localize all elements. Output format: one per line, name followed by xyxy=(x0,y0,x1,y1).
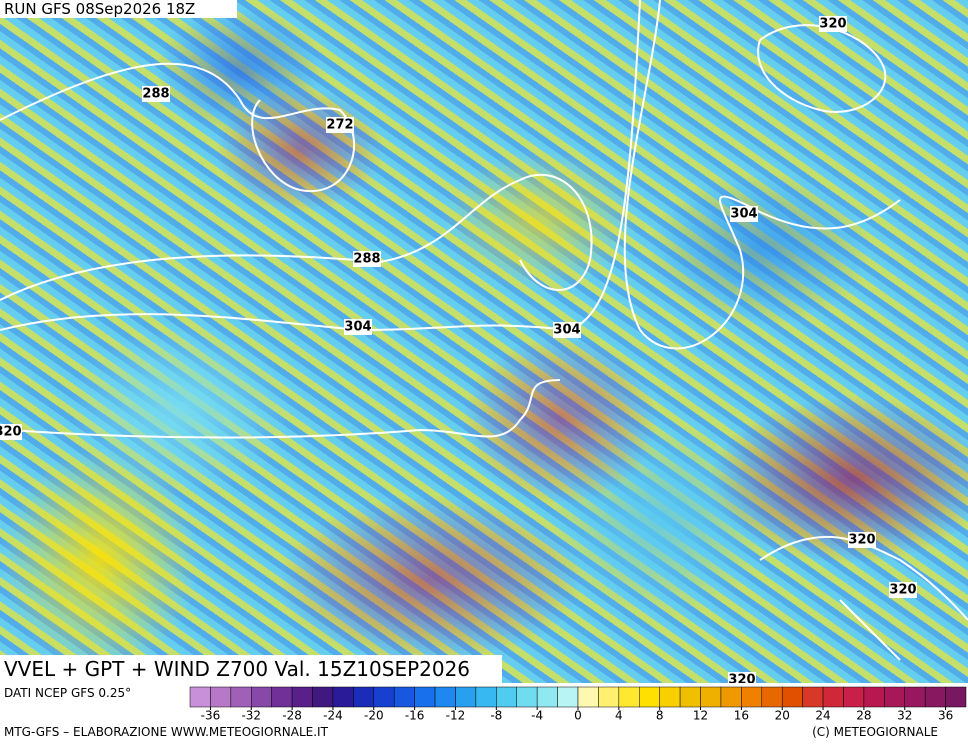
colorbar-box xyxy=(393,686,415,708)
colorbar-box xyxy=(455,686,477,708)
contour-label: 320 xyxy=(0,425,22,440)
colorbar-tick-label: -20 xyxy=(364,709,384,723)
colorbar-box xyxy=(577,686,599,708)
source: DATI NCEP GFS 0.25° xyxy=(4,686,132,700)
colorbar-box xyxy=(741,686,763,708)
contour-line xyxy=(0,62,356,193)
colorbar-tick-label: -8 xyxy=(490,709,502,723)
contour-line xyxy=(623,0,901,350)
contour-labels: 320 288 272 304 288 304 304 320 320 320 320 xyxy=(0,16,917,684)
contour-label-bg xyxy=(0,424,22,440)
colorbar-box xyxy=(230,686,252,708)
colorbar-box xyxy=(291,686,313,708)
contour-label: 320 xyxy=(819,17,846,32)
contour-label-bg xyxy=(848,532,876,548)
colorbar-tick-label: 0 xyxy=(574,709,582,723)
contour-label: 320 xyxy=(889,583,916,598)
colorbar-tick-label: 32 xyxy=(897,709,912,723)
colorbar-tick-label: 28 xyxy=(856,709,871,723)
colorbar-box xyxy=(475,686,497,708)
contour-label: 272 xyxy=(326,118,353,133)
colorbar-tick-label: -36 xyxy=(201,709,221,723)
colorbar-box xyxy=(332,686,354,708)
contour-label-bg xyxy=(889,582,917,598)
colorbar-tick-label: 16 xyxy=(734,709,749,723)
colorbar-tick-label: -4 xyxy=(531,709,543,723)
colorbar-box xyxy=(434,686,456,708)
colorbar-box xyxy=(353,686,375,708)
colorbar-box xyxy=(516,686,538,708)
contour-label-bg xyxy=(344,319,372,335)
contour-label: 288 xyxy=(142,87,169,102)
colorbar-box xyxy=(863,686,885,708)
contour-line xyxy=(9,379,561,439)
map-title: VVEL + GPT + WIND Z700 Val. 15Z10SEP2026 xyxy=(0,655,502,683)
colorbar-tick-label: -12 xyxy=(446,709,466,723)
colorbar-tick-label: -24 xyxy=(323,709,343,723)
colorbar-tick-label: 12 xyxy=(693,709,708,723)
colorbar-box xyxy=(639,686,660,708)
colorbar-box xyxy=(414,686,436,708)
colorbar-box xyxy=(557,686,579,708)
colorbar-tick-label: 24 xyxy=(815,709,830,723)
colorbar-box xyxy=(822,686,844,708)
colorbar-tick-label: 36 xyxy=(938,709,953,723)
colorbar-box xyxy=(843,686,865,708)
colorbar-tick-label: -28 xyxy=(282,709,302,723)
colorbar-box xyxy=(312,686,334,708)
colorbar: -36 -32 -28 -24 -20 -16 -12 -8 -4 0 4 8 12 16 20 24 28 32… xyxy=(189,686,967,723)
colorbar-box xyxy=(802,686,824,708)
colorbar-box xyxy=(536,686,558,708)
contour-label: 304 xyxy=(553,323,580,338)
run-label: RUN GFS 08Sep2026 18Z xyxy=(0,0,237,18)
colorbar-tick-label: -32 xyxy=(241,709,261,723)
contour-label-bg xyxy=(728,672,756,683)
colorbar-box xyxy=(189,686,211,708)
footer-left: MTG-GFS – ELABORAZIONE WWW.METEOGIORNALE… xyxy=(4,725,328,739)
colorbar-box xyxy=(904,686,926,708)
colorbar-box xyxy=(720,686,742,708)
colorbar-box xyxy=(496,686,517,708)
colorbar-box xyxy=(618,686,640,708)
contour-line xyxy=(0,173,593,301)
contour-label: 288 xyxy=(353,252,380,267)
colorbar-box xyxy=(659,686,681,708)
colorbar-box xyxy=(210,686,232,708)
colorbar-box xyxy=(700,686,722,708)
contours xyxy=(0,0,968,661)
contour-label-bg xyxy=(819,16,847,32)
colorbar-box xyxy=(884,686,905,708)
contour-label: 320 xyxy=(848,533,875,548)
colorbar-box xyxy=(945,686,967,708)
colorbar-box xyxy=(924,686,946,708)
contour-line xyxy=(759,536,968,661)
colorbar-box xyxy=(251,686,272,708)
colorbar-box xyxy=(761,686,783,708)
contour-label: 304 xyxy=(344,320,371,335)
contour-label: 304 xyxy=(730,207,757,222)
colorbar-box xyxy=(271,686,293,708)
colorbar-tick-label: -16 xyxy=(405,709,425,723)
contour-label-bg xyxy=(553,322,581,338)
colorbar-tick-label: 4 xyxy=(615,709,623,723)
colorbar-box xyxy=(679,686,701,708)
contour-label-bg xyxy=(142,86,170,102)
contour-label-bg xyxy=(353,251,381,267)
colorbar-box xyxy=(781,686,803,708)
contour-label-bg xyxy=(326,117,354,133)
contour-label-bg xyxy=(730,206,758,222)
colorbar-box xyxy=(373,686,395,708)
colorbar-tick-label: 20 xyxy=(775,709,790,723)
footer-right: (C) METEOGIORNALE xyxy=(812,725,938,739)
colorbar-box xyxy=(598,686,620,708)
colorbar-tick-label: 8 xyxy=(656,709,664,723)
contour-label: 320 xyxy=(728,673,755,684)
map xyxy=(0,0,968,683)
contour-line xyxy=(0,0,641,332)
